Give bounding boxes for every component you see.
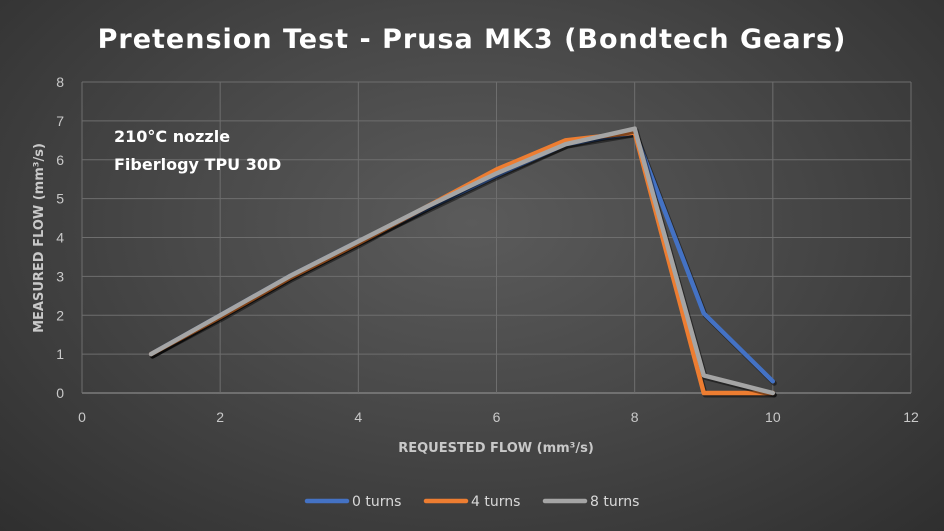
- chart-title: Pretension Test - Prusa MK3 (Bondtech Ge…: [98, 24, 847, 55]
- x-tick-label: 4: [354, 409, 362, 425]
- x-axis-title: REQUESTED FLOW (mm³/s): [398, 441, 594, 456]
- y-tick-label: 5: [56, 191, 64, 207]
- y-tick-label: 2: [56, 307, 64, 323]
- y-axis-title: MEASURED FLOW (mm³/s): [32, 143, 47, 333]
- legend: 0 turns 4 turns 8 turns: [304, 494, 639, 510]
- y-tick-label: 8: [56, 74, 64, 90]
- x-tick-label: 10: [765, 409, 781, 425]
- legend-label: 0 turns: [352, 494, 401, 510]
- x-tick-label: 0: [78, 409, 86, 425]
- y-tick-label: 1: [56, 346, 64, 362]
- x-tick-label: 2: [216, 409, 224, 425]
- series-lines: [148, 126, 777, 398]
- x-tick-label: 12: [903, 409, 919, 425]
- y-tick-label: 7: [56, 113, 64, 129]
- x-tick-label: 8: [631, 409, 639, 425]
- annotation-filament: Fiberlogy TPU 30D: [114, 155, 281, 174]
- x-tick-label: 6: [493, 409, 501, 425]
- y-tick-label: 0: [56, 385, 64, 401]
- y-tick-label: 3: [56, 268, 64, 284]
- y-tick-label: 4: [56, 230, 64, 246]
- series-line-3: [148, 126, 776, 396]
- legend-label: 4 turns: [471, 494, 520, 510]
- annotation-nozzle-temp: 210°C nozzle: [114, 127, 230, 146]
- y-tick-label: 6: [56, 152, 64, 168]
- legend-label: 8 turns: [590, 494, 639, 510]
